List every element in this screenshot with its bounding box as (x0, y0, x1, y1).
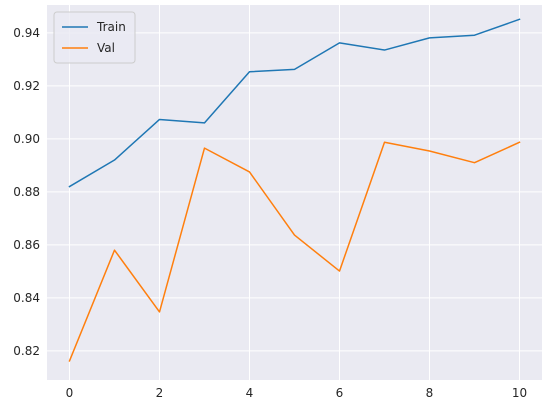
plot-area (47, 5, 542, 380)
y-tick-label: 0.92 (13, 79, 40, 93)
x-tick-label: 0 (66, 386, 74, 400)
grid-lines (47, 5, 542, 380)
y-axis: 0.82 0.84 0.86 0.88 0.90 0.92 0.94 (13, 26, 40, 358)
y-tick-label: 0.94 (13, 26, 40, 40)
x-tick-label: 6 (336, 386, 344, 400)
x-tick-label: 10 (512, 386, 527, 400)
legend-box (53, 11, 136, 64)
y-tick-label: 0.84 (13, 291, 40, 305)
x-tick-label: 8 (426, 386, 434, 400)
series-line-train (68, 18, 521, 188)
legend: Train Val (53, 11, 136, 64)
x-tick-label: 4 (246, 386, 254, 400)
y-tick-label: 0.88 (13, 185, 40, 199)
y-tick-label: 0.82 (13, 344, 40, 358)
y-tick-label: 0.90 (13, 132, 40, 146)
series-lines (68, 18, 521, 362)
x-tick-label: 2 (156, 386, 164, 400)
legend-label: Train (96, 20, 126, 34)
series-line-val (68, 141, 521, 362)
y-tick-label: 0.86 (13, 238, 40, 252)
legend-label: Val (97, 41, 115, 55)
x-axis: 0 2 4 6 8 10 (66, 386, 527, 400)
